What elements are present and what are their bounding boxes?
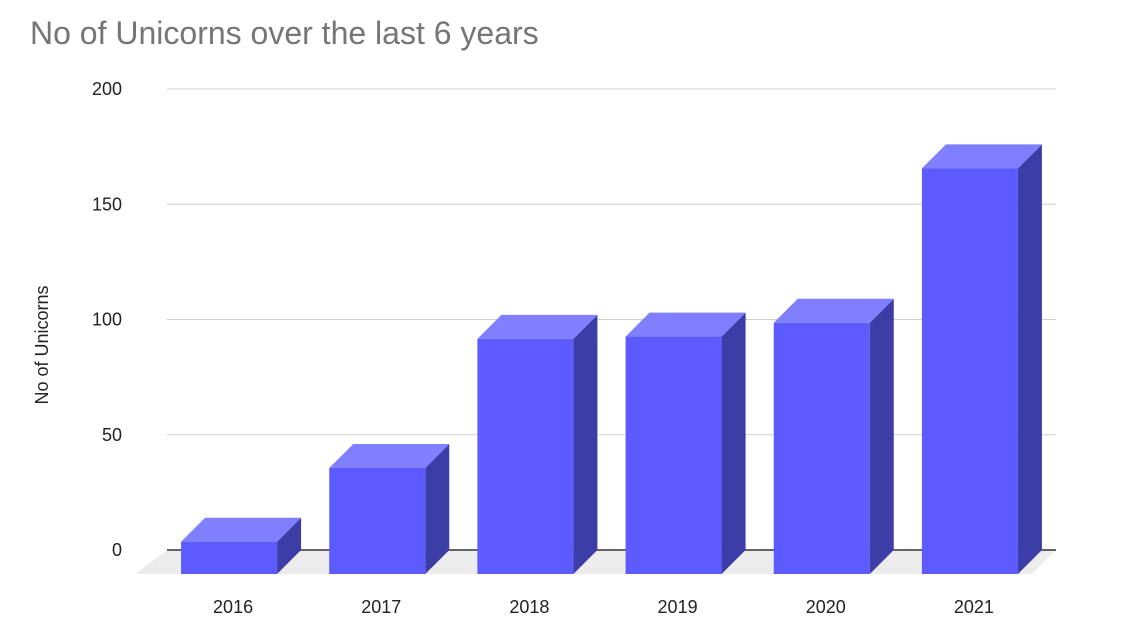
bar-top — [625, 312, 746, 337]
chart-title: No of Unicorns over the last 6 years — [30, 15, 539, 51]
bar-front — [921, 168, 1018, 574]
bar-2021 — [921, 144, 1042, 574]
bars — [181, 144, 1042, 574]
x-tick-label: 2019 — [658, 597, 698, 617]
x-tick-label: 2021 — [954, 597, 994, 617]
gridlines — [167, 88, 1056, 551]
bar-top — [773, 298, 894, 323]
bar-front — [625, 336, 722, 574]
y-tick-label: 0 — [112, 540, 122, 560]
bar-side — [1017, 144, 1042, 574]
y-tick-labels: 0 50 100 150 200 — [92, 79, 122, 560]
x-tick-label: 2017 — [361, 597, 401, 617]
y-tick-label: 100 — [92, 310, 122, 330]
bar-side — [869, 298, 894, 574]
bar-top — [181, 517, 302, 542]
bar-front — [477, 338, 574, 574]
x-tick-label: 2018 — [509, 597, 549, 617]
bar-top — [477, 314, 598, 339]
bar-top — [921, 144, 1042, 169]
y-tick-label: 50 — [102, 425, 122, 445]
y-tick-label: 200 — [92, 79, 122, 99]
bar-front — [329, 467, 426, 574]
x-tick-label: 2016 — [213, 597, 253, 617]
bar-top — [329, 443, 450, 468]
bar-2020 — [773, 298, 894, 574]
bar-side — [425, 443, 450, 574]
bar-side — [573, 314, 598, 574]
bar-2016 — [181, 517, 302, 574]
bar-front — [773, 322, 870, 574]
bar-2019 — [625, 312, 746, 574]
y-axis-title: No of Unicorns — [32, 285, 52, 404]
x-tick-label: 2020 — [806, 597, 846, 617]
bar-front — [181, 541, 278, 574]
x-tick-labels: 2016 2017 2018 2019 2020 2021 — [213, 597, 994, 617]
bar-side — [721, 312, 746, 574]
y-tick-label: 150 — [92, 194, 122, 214]
bar-side — [277, 517, 302, 574]
bar-2017 — [329, 443, 450, 574]
bar-2018 — [477, 314, 598, 574]
